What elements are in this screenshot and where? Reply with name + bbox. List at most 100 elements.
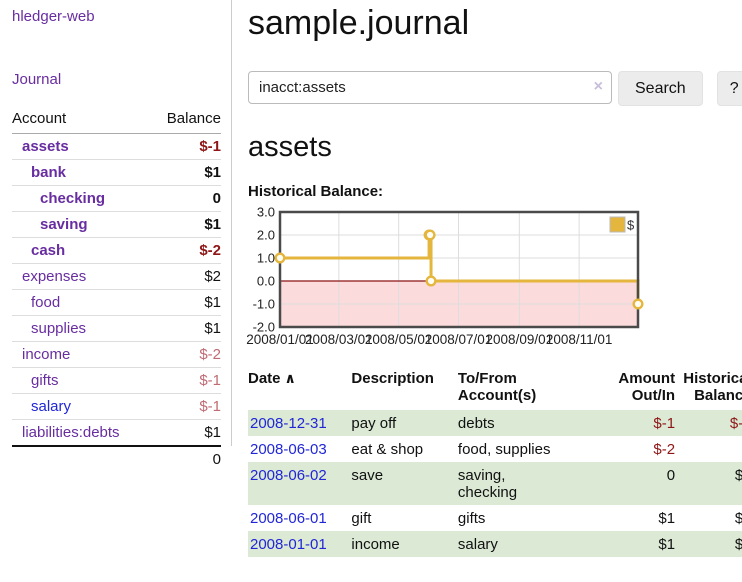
account-row: liabilities:debts $1 [12, 419, 221, 447]
accounts-total-value: 0 [150, 445, 221, 472]
account-link-supplies[interactable]: supplies [31, 320, 87, 337]
svg-text:2008/03/01: 2008/03/01 [305, 332, 373, 347]
sidebar-item-journal[interactable]: Journal [12, 71, 62, 88]
account-row: cash $-2 [12, 237, 221, 264]
transaction-date-link[interactable]: 2008-12-31 [250, 415, 327, 432]
account-row: assets $-1 [12, 133, 221, 160]
transaction-amount: $1 [658, 536, 676, 553]
accounts-header-balance: Balance [150, 106, 221, 134]
transaction-accounts: food, supplies [457, 441, 551, 458]
account-balance: $1 [150, 211, 221, 238]
account-row: expenses $2 [12, 263, 221, 290]
accounts-header-account: Account [12, 106, 151, 134]
register-table: Date ∧ Description To/From Account(s) Amo… [248, 368, 742, 557]
account-link-income[interactable]: income [22, 346, 71, 363]
account-link-cash[interactable]: cash [31, 242, 66, 259]
account-link-salary[interactable]: salary [31, 398, 72, 415]
transaction-balance: 0 [675, 436, 742, 462]
transaction-accounts: salary [457, 536, 498, 553]
svg-text:3.0: 3.0 [257, 205, 275, 220]
register-row: 2008-06-01 gift gifts $1 $2 [248, 505, 742, 531]
transaction-description: pay off [351, 415, 397, 432]
transaction-accounts: debts [457, 415, 495, 432]
register-table-header: Date ∧ Description To/From Account(s) Amo… [248, 368, 742, 410]
account-balance: $1 [150, 289, 221, 316]
sidebar: hledger-web Journal Account Balance asse… [0, 0, 232, 472]
main-content: sample.journal × Search ? assets Histori… [232, 0, 742, 557]
transaction-balance: $2 [734, 467, 742, 484]
svg-text:1.0: 1.0 [257, 251, 275, 266]
column-header-balance: Historical Balance [683, 370, 742, 404]
account-link-saving[interactable]: saving [40, 216, 88, 233]
account-balance: $-1 [150, 393, 221, 420]
account-link-bank[interactable]: bank [31, 164, 67, 181]
column-header-accounts: To/From Account(s) [457, 370, 537, 404]
account-row: saving $1 [12, 211, 221, 238]
app-title-link[interactable]: hledger-web [12, 8, 95, 25]
svg-text:0.0: 0.0 [257, 274, 275, 289]
account-balance: $-1 [150, 133, 221, 160]
account-link-checking[interactable]: checking [40, 190, 106, 207]
account-balance: $1 [150, 159, 221, 186]
transaction-date-link[interactable]: 2008-06-03 [250, 441, 327, 458]
date-header-label: Date [248, 370, 281, 387]
account-balance: $-2 [150, 341, 221, 368]
account-balance: $1 [150, 419, 221, 447]
svg-text:2008/11/01: 2008/11/01 [546, 332, 613, 347]
account-row: salary $-1 [12, 393, 221, 420]
column-header-date[interactable]: Date ∧ [248, 368, 351, 410]
svg-text:-2.0: -2.0 [253, 320, 275, 335]
page-title: sample.journal [248, 4, 470, 42]
transaction-balance: $1 [734, 536, 742, 553]
account-page-title: assets [248, 131, 332, 163]
transaction-date-link[interactable]: 2008-06-01 [250, 510, 327, 527]
sort-ascending-icon: ∧ [284, 370, 296, 386]
transaction-amount: 0 [666, 467, 676, 484]
transaction-balance: $-1 [729, 415, 742, 432]
transaction-accounts: saving, checking [457, 467, 518, 501]
page: hledger-web Journal Account Balance asse… [0, 0, 742, 557]
account-balance: 0 [150, 185, 221, 212]
account-balance: $1 [150, 315, 221, 342]
accounts-table-body: assets $-1 bank $1 checking 0 saving $1 cash $-2 e… [12, 133, 221, 447]
account-row: gifts $-1 [12, 367, 221, 394]
account-link-gifts[interactable]: gifts [31, 372, 59, 389]
accounts-total-spacer [12, 445, 151, 472]
transaction-amount: $1 [658, 510, 676, 527]
column-header-description: Description [351, 370, 434, 387]
svg-text:2008/01/01: 2008/01/01 [246, 332, 314, 347]
transaction-description: income [351, 536, 400, 553]
search-form: × Search ? [248, 71, 742, 106]
transaction-date-link[interactable]: 2008-01-01 [250, 536, 327, 553]
account-link-assets[interactable]: assets [22, 138, 69, 155]
chart-svg: 3.0 2.0 1.0 0.0 -1.0 -2.02008/01/012008/03/01… [246, 205, 644, 347]
accounts-table-header: Account Balance [12, 106, 221, 134]
account-row: income $-2 [12, 341, 221, 368]
register-row: 2008-01-01 income salary $1 $1 [248, 531, 742, 557]
svg-text:$: $ [627, 218, 635, 233]
account-link-food[interactable]: food [31, 294, 61, 311]
register-row: 2008-06-03 eat & shop food, supplies $-20 [248, 436, 742, 462]
svg-text:2.0: 2.0 [257, 228, 275, 243]
svg-text:2008/05/01: 2008/05/01 [365, 332, 433, 347]
clear-search-icon[interactable]: × [593, 78, 603, 95]
svg-text:2008/09/01: 2008/09/01 [486, 332, 554, 347]
register-table-body: 2008-12-31 pay off debts $-1 $-1 2008-06-03 ea… [248, 410, 742, 557]
register-row: 2008-06-02 save saving, checking 0 $2 [248, 462, 742, 505]
transaction-balance: $2 [734, 510, 742, 527]
accounts-table: Account Balance assets $-1 bank $1 checking 0… [12, 106, 221, 472]
transaction-description: eat & shop [351, 441, 424, 458]
search-button[interactable]: Search [618, 71, 703, 106]
register-row: 2008-12-31 pay off debts $-1 $-1 [248, 410, 742, 436]
search-help-button[interactable]: ? [716, 71, 742, 106]
historical-balance-chart: 3.0 2.0 1.0 0.0 -1.0 -2.0 2008/01/01 2008/03/01… [246, 205, 742, 351]
svg-text:-1.0: -1.0 [253, 297, 275, 312]
transaction-description: save [351, 467, 384, 484]
transaction-amount: $-1 [653, 415, 676, 432]
svg-text:2008/07/01: 2008/07/01 [425, 332, 493, 347]
account-link-liabilities:debts[interactable]: liabilities:debts [22, 424, 120, 441]
search-input[interactable] [248, 71, 612, 104]
transaction-amount: $-2 [653, 441, 676, 458]
account-link-expenses[interactable]: expenses [22, 268, 87, 285]
transaction-date-link[interactable]: 2008-06-02 [250, 467, 327, 484]
